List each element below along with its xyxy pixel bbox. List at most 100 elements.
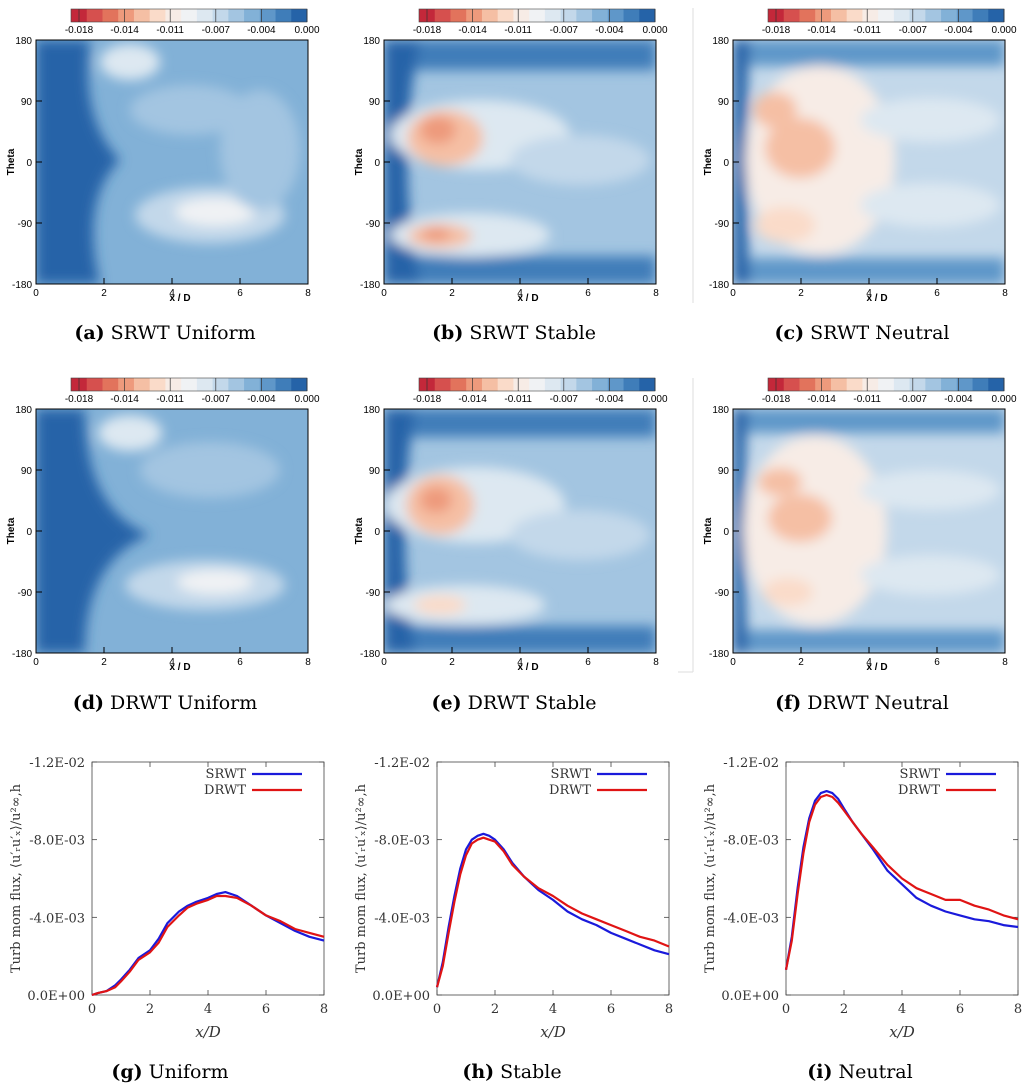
colorbar-swatch [607,9,625,22]
colorbar-swatch [815,378,832,391]
y-tick-label: -4.0E-03 [29,911,85,926]
x-tick-label: 8 [653,288,659,299]
colorbar-tick-label: 0.000 [642,25,667,36]
colorbar-tick-label: -0.018 [65,25,94,36]
colorbar-swatch [434,378,451,391]
colorbar-tick-label: -0.014 [110,25,139,36]
colorbar-swatch [481,378,499,391]
y-axis-label: Turb mom flux, ⟨u′ᵣu′ₓ⟩/u²∞,h [9,783,24,973]
colorbar-swatch [846,9,863,22]
x-axis-label: x / D [169,293,190,304]
colorbar-swatch [925,378,942,391]
y-tick-label: 0 [26,527,32,538]
colorbar-swatch [228,378,245,391]
x-tick-label: 8 [1002,657,1008,668]
colorbar-swatch [972,9,989,22]
legend-label: DRWT [898,783,940,798]
y-tick-label: 0 [26,158,32,169]
contour-field [733,409,1005,653]
y-tick-label: 180 [15,36,32,47]
colorbar-swatch [118,378,135,391]
colorbar-swatch [862,378,879,391]
colorbar-tick-label: 0.000 [991,394,1016,405]
x-tick-label: 4 [866,288,872,299]
y-tick-label: -90 [18,588,33,599]
caption-h: (h) Stable [462,1061,561,1083]
colorbar-swatch [972,378,989,391]
colorbar-tick-label: -0.011 [853,394,881,405]
x-tick-label: 6 [607,1002,615,1017]
colorbar-swatch [259,9,277,22]
y-tick-label: -180 [12,280,32,291]
colorbar-tick-label: -0.007 [550,394,579,405]
y-tick-label: 90 [21,466,33,477]
colorbar-swatch [544,9,562,22]
x-tick-label: 8 [320,1002,328,1017]
x-tick-label: 2 [101,288,107,299]
x-axis-label: x / D [866,662,887,673]
y-tick-label: -180 [709,649,729,660]
colorbar-swatch [830,9,848,22]
colorbar-swatch [497,9,514,22]
y-tick-label: -8.0E-03 [723,834,779,849]
y-axis-label: Theta [703,517,714,544]
colorbar-tick-label: 0.000 [991,25,1016,36]
y-tick-label: -1.2E-02 [29,756,85,771]
x-tick-label: 4 [517,288,523,299]
x-axis-label: x / D [169,662,190,673]
x-tick-label: 8 [665,1002,673,1017]
y-tick-label: 90 [21,97,33,108]
x-tick-label: 8 [1002,288,1008,299]
y-tick-label: 90 [718,97,730,108]
colorbar-swatch [988,9,1005,22]
panel-d: -0.018 -0.014 -0.011 -0.007 -0.004 0.000 0 2 4 6… [6,377,320,673]
contour-field [384,40,656,284]
colorbar-swatch [165,378,182,391]
colorbar-swatch [181,378,198,391]
y-tick-label: 0.0E+00 [27,989,85,1004]
x-tick-label: 0 [33,288,39,299]
chart-h: -1.2E-02 -8.0E-03 -4.0E-03 0.0E+000 2 4 6 8 x/D T… [354,756,673,1041]
y-axis-label: Theta [354,517,365,544]
colorbar-swatch [607,378,625,391]
x-axis-label: x/D [195,1023,221,1041]
y-tick-label: -90 [715,588,730,599]
colorbar-swatch [941,378,958,391]
x-tick-label: 2 [101,657,107,668]
x-tick-label: 2 [491,1002,499,1017]
colorbar-swatch [244,378,261,391]
colorbar-swatch [988,378,1005,391]
colorbar-swatch [165,9,182,22]
colorbar-swatch [878,9,895,22]
legend-label: DRWT [549,783,591,798]
colorbar: -0.018 -0.014 -0.011 -0.007 -0.004 0.000 [413,377,668,405]
x-tick-label: 0 [381,288,387,299]
colorbar-swatch [196,378,214,391]
x-axis-label: x/D [889,1023,915,1041]
colorbar-tick-label: -0.004 [944,394,973,405]
x-tick-label: 8 [305,657,311,668]
colorbar-tick-label: -0.018 [413,25,442,36]
y-tick-label: 180 [363,36,380,47]
x-tick-label: 6 [237,288,243,299]
y-axis-label: Theta [703,148,714,175]
y-tick-label: 0 [723,158,729,169]
colorbar-tick-label: -0.007 [202,25,231,36]
x-tick-label: 4 [898,1002,906,1017]
y-tick-label: 0 [374,527,380,538]
x-axis-label: x / D [866,293,887,304]
x-tick-label: 2 [449,657,455,668]
caption-e: (e) DRWT Stable [432,692,597,714]
legend-label: DRWT [204,783,246,798]
x-tick-label: 2 [798,657,804,668]
colorbar-tick-label: -0.014 [807,25,836,36]
colorbar-swatch [86,378,103,391]
colorbar-tick-label: -0.007 [899,394,928,405]
x-tick-label: 6 [934,657,940,668]
colorbar-tick-label: -0.004 [595,25,624,36]
x-tick-label: 4 [866,657,872,668]
contour-field [36,40,308,284]
colorbar-swatch [639,9,656,22]
colorbar: -0.018 -0.014 -0.011 -0.007 -0.004 0.000 [65,8,320,36]
y-tick-label: 180 [712,36,729,47]
